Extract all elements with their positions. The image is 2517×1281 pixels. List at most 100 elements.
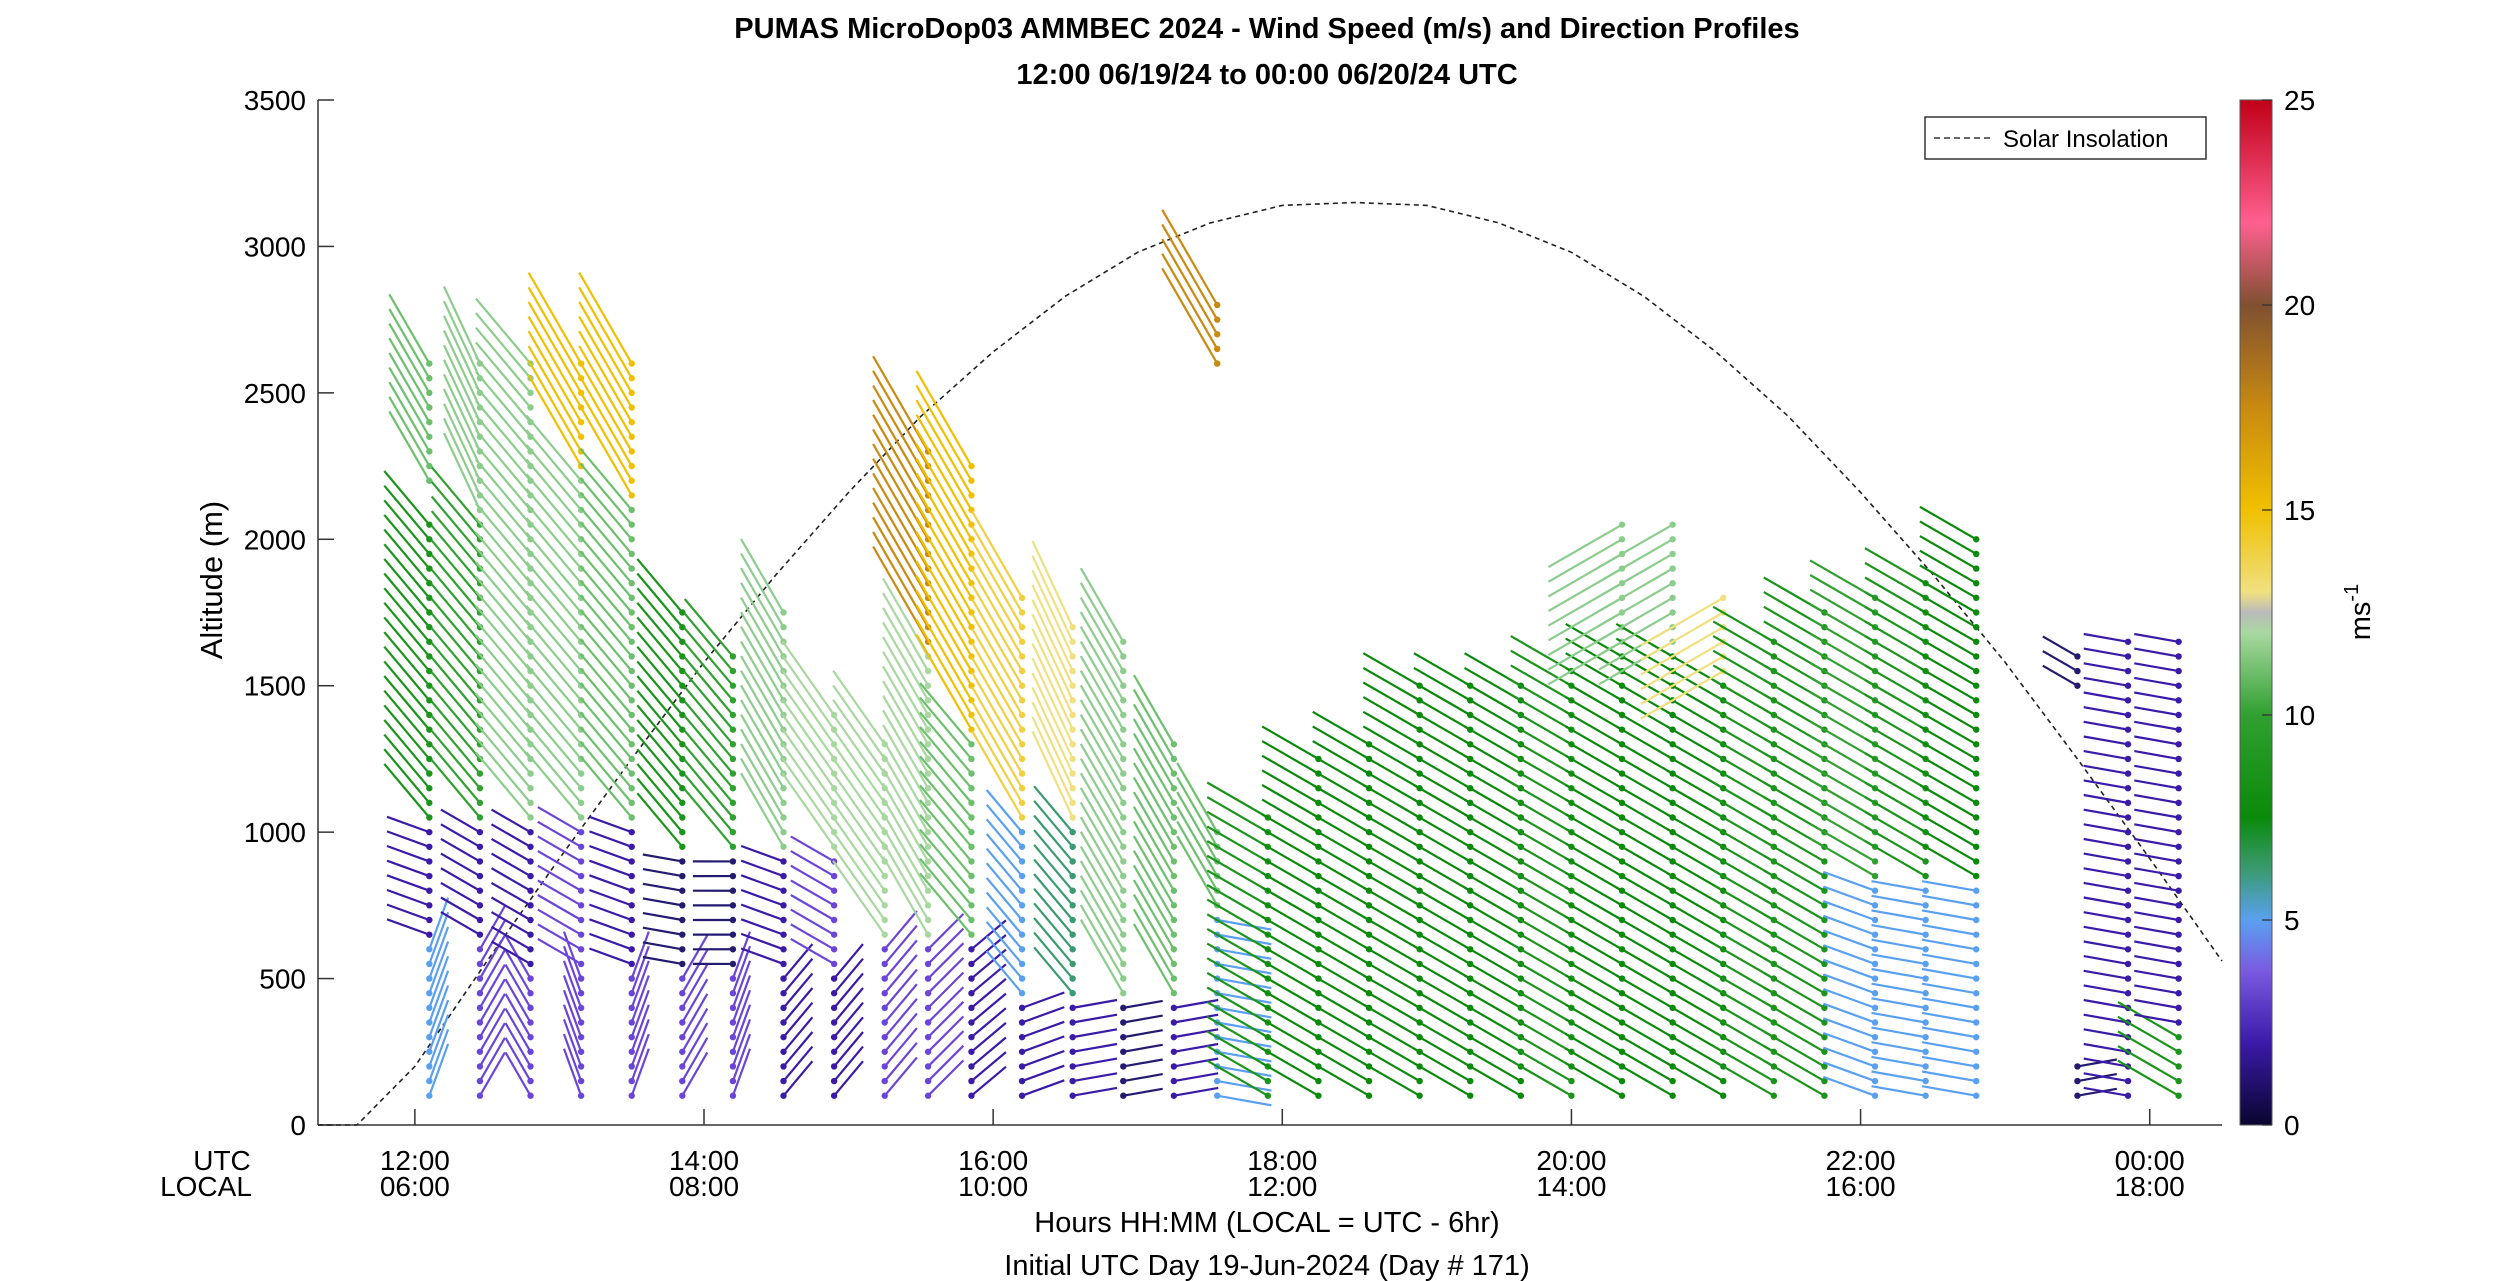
wind-barb-dot bbox=[1069, 902, 1076, 909]
wind-barb bbox=[915, 443, 973, 540]
wind-barb-dot bbox=[968, 931, 975, 938]
wind-barb bbox=[1763, 942, 1825, 980]
wind-barb bbox=[1079, 919, 1125, 994]
wind-barb bbox=[1261, 945, 1319, 980]
wind-barb-dot bbox=[2175, 872, 2182, 880]
wind-barb-dot bbox=[426, 931, 433, 938]
wind-barb bbox=[782, 987, 814, 1024]
wind-barb bbox=[504, 1037, 532, 1082]
wind-barb bbox=[475, 707, 532, 775]
wind-barb bbox=[475, 414, 532, 482]
wind-barb-dot bbox=[1922, 872, 1929, 880]
wind-barb bbox=[478, 1037, 506, 1082]
wind-barb bbox=[1763, 971, 1825, 1009]
wind-barb bbox=[642, 853, 683, 863]
wind-barb bbox=[833, 972, 864, 1009]
wind-barb bbox=[1809, 632, 1876, 673]
wind-barb bbox=[1413, 930, 1471, 965]
wind-barb bbox=[1206, 971, 1269, 1009]
wind-barb bbox=[927, 942, 965, 980]
wind-barb bbox=[430, 656, 481, 716]
wind-barb-dot bbox=[628, 521, 635, 528]
wind-barb bbox=[1640, 596, 1724, 647]
wind-barb bbox=[1822, 1061, 1876, 1083]
wind-barb bbox=[562, 989, 583, 1038]
wind-barb-dot bbox=[1120, 638, 1127, 645]
wind-barb-dot bbox=[1973, 741, 1980, 748]
wind-barb bbox=[490, 896, 532, 921]
wind-barb-dot bbox=[426, 1063, 433, 1070]
wind-barb-dot bbox=[1018, 1004, 1026, 1012]
wind-barb bbox=[971, 671, 1024, 760]
wind-barb-dot bbox=[2175, 887, 2182, 894]
wind-barb-dot bbox=[780, 1033, 787, 1041]
wind-barb-dot bbox=[527, 931, 534, 938]
wind-barb-dot bbox=[1467, 1077, 1474, 1085]
wind-barb-dot bbox=[679, 682, 686, 689]
wind-barb-dot bbox=[1120, 902, 1127, 909]
chart-subtitle: 12:00 06/19/24 to 00:00 06/20/24 UTC bbox=[1016, 59, 1517, 91]
wind-barb bbox=[562, 960, 583, 1009]
wind-barb bbox=[2083, 793, 2129, 804]
wind-barb bbox=[383, 470, 431, 526]
wind-barb-dot bbox=[1922, 990, 1929, 997]
wind-barb bbox=[833, 987, 864, 1024]
wind-barb bbox=[681, 964, 709, 1009]
wind-barb bbox=[1217, 933, 1272, 946]
legend: Solar Insolation bbox=[1924, 116, 2207, 160]
wind-barb-dot bbox=[1922, 1077, 1929, 1085]
wind-barb bbox=[1763, 957, 1825, 995]
wind-barb-dot bbox=[1018, 858, 1026, 865]
wind-barb-dot bbox=[679, 609, 686, 616]
wind-barb bbox=[1871, 1070, 1926, 1083]
wind-barb bbox=[2042, 650, 2078, 673]
wind-barb bbox=[1615, 652, 1674, 687]
wind-barb bbox=[1809, 691, 1876, 731]
wind-barb bbox=[1510, 854, 1572, 892]
wind-barb-dot bbox=[1973, 887, 1980, 894]
wind-barb bbox=[683, 671, 734, 731]
wind-barb-dot bbox=[1821, 916, 1828, 924]
wind-barb-dot bbox=[1170, 1019, 1178, 1026]
wind-barb bbox=[1312, 827, 1370, 863]
wind-barb bbox=[1921, 1026, 1977, 1039]
wind-barb bbox=[1261, 901, 1319, 936]
wind-barb-dot bbox=[476, 1063, 484, 1070]
wind-barb bbox=[428, 1029, 450, 1082]
wind-barb-dot bbox=[924, 843, 932, 850]
wind-barb bbox=[430, 612, 481, 672]
wind-barb bbox=[1362, 1003, 1421, 1039]
wind-barb bbox=[882, 636, 930, 716]
wind-barb-dot bbox=[577, 1048, 585, 1055]
wind-barb bbox=[2134, 779, 2179, 790]
wind-barb bbox=[1413, 813, 1471, 848]
wind-barb bbox=[790, 937, 835, 965]
wind-barb-dot bbox=[1973, 799, 1980, 807]
wind-barb-dot bbox=[1669, 1077, 1676, 1085]
wind-barb bbox=[1173, 1086, 1219, 1097]
wind-barb bbox=[1312, 1003, 1370, 1039]
wind-barb-dot bbox=[780, 1004, 787, 1012]
wind-barb-dot bbox=[1821, 1092, 1828, 1099]
wind-barb bbox=[428, 926, 450, 979]
wind-barb-dot bbox=[628, 990, 635, 997]
wind-barb-dot bbox=[1018, 916, 1026, 924]
chart-title: PUMAS MicroDop03 AMMBEC 2024 - Wind Spee… bbox=[734, 13, 1799, 45]
wind-barb-dot bbox=[1517, 1092, 1525, 1099]
wind-barb-dot bbox=[2124, 653, 2132, 660]
wind-barb bbox=[1712, 971, 1775, 1009]
wind-barb bbox=[1362, 1062, 1421, 1097]
wind-barb-dot bbox=[1214, 301, 1221, 309]
wind-barb-dot bbox=[527, 1048, 534, 1055]
wind-barb bbox=[1864, 561, 1927, 599]
wind-barb bbox=[2083, 940, 2129, 951]
wind-barb bbox=[882, 665, 930, 745]
wind-barb bbox=[478, 1022, 506, 1067]
wind-barb bbox=[1312, 769, 1370, 804]
wind-barb-dot bbox=[628, 1092, 635, 1099]
wind-barb bbox=[1132, 791, 1175, 862]
wind-barb-dot bbox=[2124, 785, 2132, 792]
wind-barb-dot bbox=[1120, 990, 1127, 997]
wind-barb-dot bbox=[426, 565, 433, 572]
